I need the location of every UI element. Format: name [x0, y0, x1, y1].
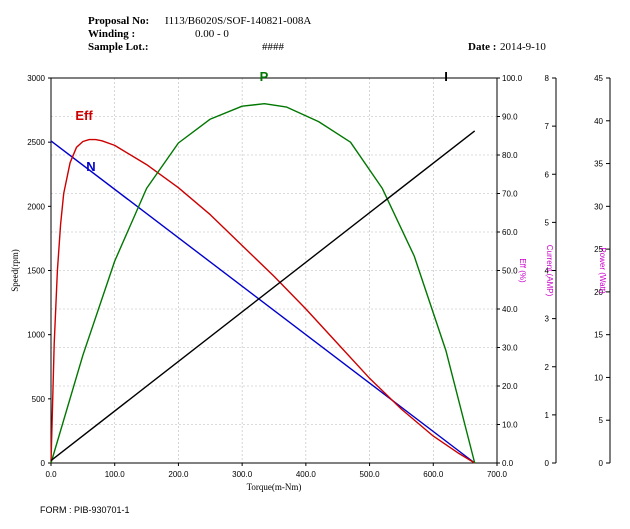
plot-grid [51, 78, 497, 463]
chart-labels: N Eff P I [75, 69, 447, 174]
form-number: FORM : PIB-930701-1 [40, 505, 130, 515]
x-tick-label: 200.0 [168, 470, 189, 479]
current-tick-label: 8 [545, 74, 550, 83]
current-tick-label: 2 [545, 363, 550, 372]
current-tick-label: 4 [545, 267, 550, 276]
power-tick-label: 35 [594, 160, 603, 169]
speed-tick-label: 1500 [27, 267, 45, 276]
power-tick-label: 45 [594, 74, 603, 83]
eff-tick-label: 80.0 [502, 151, 518, 160]
eff-tick-label: 20.0 [502, 382, 518, 391]
series-line-i [50, 130, 476, 462]
x-tick-label: 0.0 [45, 470, 57, 479]
eff-tick-label: 60.0 [502, 228, 518, 237]
series-label-p: P [260, 69, 269, 84]
x-tick-label: 100.0 [105, 470, 126, 479]
series-label-i: I [444, 69, 448, 84]
sample-lot-label: Sample Lot.: [88, 41, 149, 53]
proposal-label: Proposal No: [88, 15, 149, 27]
current-tick-label: 6 [545, 170, 550, 179]
power-tick-label: 0 [599, 459, 604, 468]
speed-tick-label: 500 [32, 395, 46, 404]
date-value: 2014-9-10 [500, 41, 546, 53]
eff-tick-label: 10.0 [502, 421, 518, 430]
eff-axis-label: Eff (%) [518, 258, 527, 283]
eff-tick-label: 30.0 [502, 344, 518, 353]
eff-tick-label: 0.0 [502, 459, 514, 468]
power-tick-label: 5 [599, 416, 604, 425]
current-tick-label: 3 [545, 315, 550, 324]
x-axis-label: Torque(m-Nm) [247, 482, 302, 492]
eff-tick-label: 90.0 [502, 113, 518, 122]
winding-label: Winding : [88, 28, 135, 40]
current-axis-label: Current (AMP) [545, 245, 554, 297]
x-tick-label: 400.0 [296, 470, 317, 479]
date-label: Date : [468, 41, 496, 53]
chart-axes: 0.0 100.0 200.0 300.0 400.0 500.0 600.0 700.0To… [10, 74, 611, 492]
speed-tick-label: 0 [41, 459, 46, 468]
power-tick-label: 30 [594, 202, 603, 211]
power-tick-label: 15 [594, 331, 603, 340]
eff-tick-label: 70.0 [502, 190, 518, 199]
series-line-eff [50, 138, 476, 464]
proposal-value: I113/B6020S/SOF-140821-008A [165, 15, 311, 27]
eff-tick-label: 50.0 [502, 267, 518, 276]
power-tick-label: 20 [594, 288, 603, 297]
series-line-p [50, 103, 476, 464]
speed-tick-label: 3000 [27, 74, 45, 83]
x-tick-label: 600.0 [423, 470, 444, 479]
series-label-n: N [86, 159, 95, 174]
speed-axis-label: Speed(rpm) [10, 249, 20, 292]
series-line-n [50, 140, 476, 464]
power-axis-label: Power (Watt) [598, 247, 607, 294]
power-tick-label: 25 [594, 245, 603, 254]
winding-value: 0.00 - 0 [195, 28, 229, 40]
sample-lot-value: #### [262, 41, 285, 53]
x-tick-label: 300.0 [232, 470, 253, 479]
power-tick-label: 10 [594, 373, 603, 382]
speed-tick-label: 2500 [27, 138, 45, 147]
report-header: Proposal No: I113/B6020S/SOF-140821-008A… [88, 15, 546, 53]
current-tick-label: 5 [545, 218, 550, 227]
current-tick-label: 0 [545, 459, 550, 468]
eff-tick-label: 100.0 [502, 74, 523, 83]
speed-tick-label: 2000 [27, 202, 45, 211]
plot-frame [50, 77, 498, 464]
speed-tick-label: 1000 [27, 331, 45, 340]
x-tick-label: 700.0 [487, 470, 508, 479]
chart-series [50, 103, 476, 464]
series-label-eff: Eff [75, 108, 93, 123]
current-tick-label: 7 [545, 122, 550, 131]
power-tick-label: 40 [594, 117, 603, 126]
eff-tick-label: 40.0 [502, 305, 518, 314]
x-tick-label: 500.0 [360, 470, 381, 479]
current-tick-label: 1 [545, 411, 550, 420]
